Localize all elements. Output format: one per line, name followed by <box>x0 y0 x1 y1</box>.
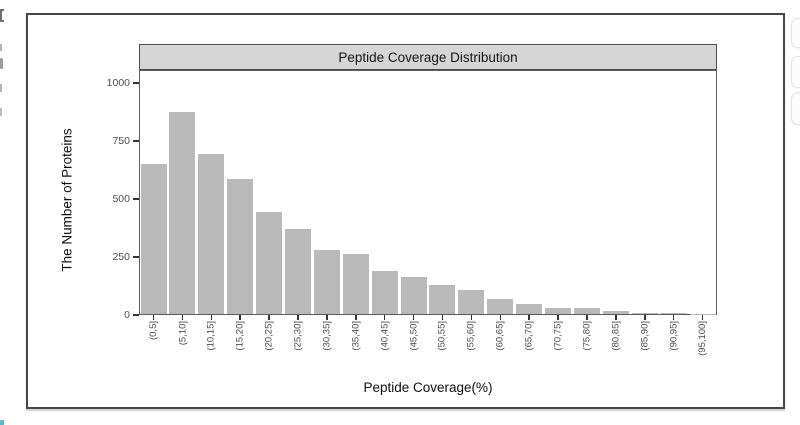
x-axis-tick <box>441 315 444 320</box>
x-axis-tick <box>499 315 501 320</box>
histogram-bar <box>689 313 716 314</box>
left-edge-text-fragment <box>0 44 2 51</box>
right-edge-button[interactable] <box>791 18 800 48</box>
y-tick-label: 500 <box>112 192 130 205</box>
x-axis-tick <box>470 315 473 320</box>
bottom-left-color-fragment <box>0 420 4 425</box>
x-axis-tick <box>586 315 588 320</box>
histogram-bar <box>342 253 369 314</box>
histogram-bar <box>631 312 658 314</box>
histogram-bar <box>516 304 543 314</box>
histogram-bar <box>660 313 687 314</box>
y-axis-tick <box>133 140 139 142</box>
left-edge-text-fragment <box>0 84 2 92</box>
histogram-bar <box>487 298 514 314</box>
x-axis-tick <box>181 315 184 320</box>
x-axis-tick <box>268 315 270 320</box>
right-edge-button[interactable] <box>791 92 800 125</box>
x-axis-tick <box>239 315 241 320</box>
histogram-bar <box>458 289 485 314</box>
histogram-bar <box>198 153 225 314</box>
x-axis-tick <box>528 315 530 320</box>
histogram-bar <box>227 179 254 314</box>
histogram-bar <box>371 271 398 314</box>
figure-panel: Peptide Coverage Distribution Peptide Co… <box>26 13 785 409</box>
x-axis-tick <box>615 315 617 320</box>
histogram-bar <box>284 229 311 314</box>
left-edge-text-fragment <box>0 58 3 69</box>
left-edge-text-fragment <box>0 108 2 116</box>
x-axis-tick <box>210 315 212 320</box>
histogram-bar <box>313 250 340 314</box>
histogram-bar <box>169 112 196 314</box>
y-axis-tick <box>133 256 139 258</box>
histogram-bar <box>256 211 282 314</box>
x-axis-tick <box>701 315 704 320</box>
chart-title: Peptide Coverage Distribution <box>338 49 518 65</box>
histogram-bar <box>400 276 427 314</box>
x-axis-tick <box>557 315 559 320</box>
x-axis-tick <box>412 315 415 320</box>
y-axis-title: The Number of Proteins <box>59 128 75 272</box>
histogram-bar <box>140 164 167 314</box>
x-axis-tick <box>383 315 386 320</box>
x-axis-tick <box>152 315 155 320</box>
y-tick-label: 250 <box>112 250 130 263</box>
y-axis-tick <box>133 82 139 84</box>
left-edge-text-fragment <box>0 9 4 22</box>
histogram-bar <box>545 307 571 314</box>
histogram-bar <box>602 311 629 314</box>
x-axis-tick <box>672 315 675 320</box>
y-tick-label: 1000 <box>106 76 130 89</box>
x-axis-tick <box>326 315 328 320</box>
facet-strip: Peptide Coverage Distribution <box>139 44 717 70</box>
right-edge-button[interactable] <box>791 56 800 88</box>
plot-panel <box>139 70 717 315</box>
x-axis-tick <box>355 315 357 320</box>
histogram-bar <box>574 308 600 314</box>
x-axis-title: Peptide Coverage(%) <box>363 380 493 395</box>
x-axis-tick <box>644 315 646 320</box>
histogram-bar <box>429 285 456 314</box>
y-axis-tick <box>133 198 139 200</box>
x-axis-tick <box>297 315 299 320</box>
y-axis-tick <box>133 314 139 316</box>
y-tick-label: 0 <box>124 308 130 321</box>
y-tick-label: 750 <box>112 134 130 147</box>
